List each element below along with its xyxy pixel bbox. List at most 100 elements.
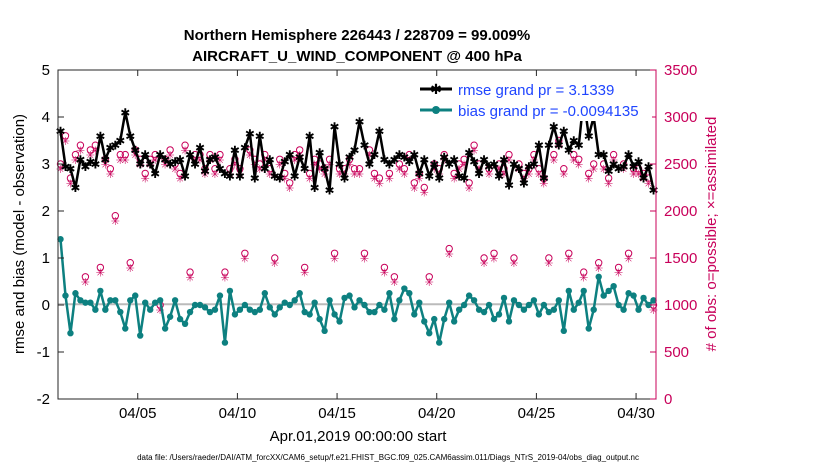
bias-point [505,318,513,325]
obs-assimilated-marker: ✳ [106,168,115,181]
rmse-point: ✱ [90,158,100,172]
rmse-point: ✱ [594,148,604,162]
obs-possible-marker [276,155,284,164]
y-tick-label: 2 [42,203,50,220]
obs-possible-marker [385,169,394,178]
rmse-point: ✱ [439,150,449,164]
rmse-point: ✱ [190,158,200,172]
plot-marks: ✳✳✳✳✳✳✳✳✳✳✳✳✳✳✳✳✳✳✳✳✳✳✳✳✳✳✳✳✳✳✳✳✳✳✳✳✳✳✳✳… [55,92,659,346]
bias-point [186,308,194,316]
bias-point [525,301,533,309]
rmse-point: ✱ [394,148,404,162]
rmse-point: ✱ [499,153,509,167]
bias-point [441,315,448,323]
rmse-point: ✱ [335,158,345,172]
bias-point [206,308,214,316]
obs-possible-marker [609,150,618,159]
obs-possible-marker [355,165,364,173]
bias-point [176,315,184,323]
bias-point [630,292,637,299]
rmse-point: ✱ [80,160,90,174]
rmse-point: ✱ [344,150,354,164]
bias-point [356,297,363,304]
obs-possible-marker [565,249,573,258]
obs-assimilated-marker: ✳ [170,163,179,176]
legend-bias-label: bias grand pr = -0.0094135 [458,103,639,120]
y-tick-label: 4 [42,109,50,126]
obs-possible-marker [390,273,399,281]
obs-assimilated-marker: ✳ [61,135,70,148]
obs-assimilated-marker: ✳ [385,173,394,186]
y2-tick-label: 2000 [664,203,697,220]
rmse-point: ✱ [245,127,255,141]
rmse-point: ✱ [419,153,429,167]
obs-assimilated-marker: ✳ [420,187,429,200]
rmse-point: ✱ [374,125,384,139]
obs-possible-marker [445,244,453,253]
obs-assimilated-marker: ✳ [345,159,354,172]
rmse-point: ✱ [150,167,160,181]
obs-assimilated-marker: ✳ [300,267,309,280]
y2-tick-label: 0 [664,391,672,408]
rmse-series-line [59,96,655,192]
obs-assimilated-marker: ✳ [619,163,628,176]
obs-assimilated-marker: ✳ [609,154,618,167]
obs-assimilated-marker: ✳ [91,144,100,157]
bias-point [286,301,293,309]
obs-assimilated-marker: ✳ [220,271,229,284]
obs-assimilated-marker: ✳ [280,173,289,186]
rmse-point: ✱ [185,148,195,162]
obs-assimilated-marker: ✳ [629,168,638,181]
bias-point [281,299,288,306]
obs-possible-marker [585,169,593,178]
bias-point [366,308,373,316]
obs-possible-marker [350,165,359,173]
rmse-point: ✱ [220,167,230,181]
bias-point [321,327,328,335]
y2-tick-label: 3500 [664,62,697,79]
y-tick-label: 3 [42,156,50,173]
obs-assimilated-marker: ✳ [644,177,653,190]
bias-point [216,292,224,299]
rmse-point: ✱ [629,160,639,174]
obs-assimilated-marker: ✳ [185,271,194,284]
bias-point [610,283,617,290]
obs-assimilated-marker: ✳ [210,168,219,181]
obs-assimilated-marker: ✳ [400,168,409,181]
legend-rmse-label: rmse grand pr = 3.1339 [458,82,614,99]
rmse-point: ✱ [504,179,514,193]
obs-possible-marker [604,174,613,182]
footer-data-file: data file: /Users/raeder/DAI/ATM_forcXX/… [137,453,639,462]
rmse-point: ✱ [330,120,340,134]
axis-ticks: 04/05 04/10 04/15 04/20 04/25 04/30 -2 -1 0 1 2 3 4 5… [37,62,698,422]
bias-point [495,311,503,318]
bias-point [575,299,582,306]
obs-possible-marker [246,146,254,154]
rmse-point: ✱ [559,125,569,139]
obs-assimilated-marker: ✳ [375,177,384,190]
obs-assimilated-marker: ✳ [445,248,454,261]
obs-assimilated-marker: ✳ [579,271,588,284]
obs-possible-marker [216,150,224,159]
obs-possible-marker [395,160,404,168]
bias-point [201,304,209,311]
rmse-point: ✱ [320,162,330,176]
bias-point [191,301,199,309]
rmse-point: ✱ [300,162,310,176]
bias-point [82,299,89,306]
obs-assimilated-marker: ✳ [460,159,469,172]
obs-possible-marker [570,150,578,159]
obs-assimilated-marker: ✳ [499,168,508,181]
obs-possible-marker [470,141,478,149]
rmse-point: ✱ [444,158,454,172]
obs-possible-marker [380,263,389,272]
bias-point [520,306,528,313]
rmse-point: ✱ [145,158,155,172]
rmse-point: ✱ [404,155,414,169]
obs-possible-marker [410,179,419,187]
bias-point [256,306,264,313]
obs-assimilated-marker: ✳ [195,154,204,167]
obs-assimilated-marker: ✳ [360,253,369,266]
obs-assimilated-marker: ✳ [564,253,573,266]
bias-point [231,311,239,318]
